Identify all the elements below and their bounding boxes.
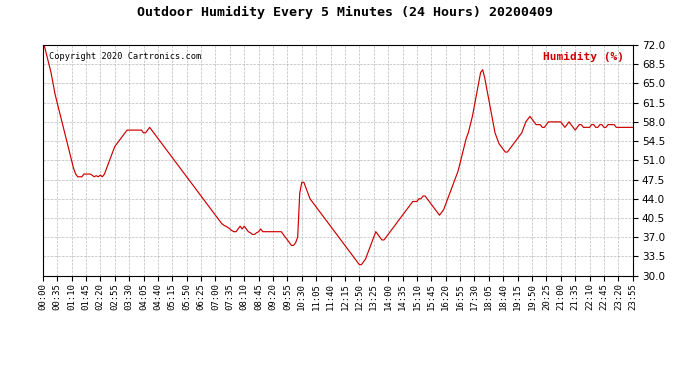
Text: Humidity (%): Humidity (%) <box>543 52 624 62</box>
Text: Copyright 2020 Cartronics.com: Copyright 2020 Cartronics.com <box>49 52 201 61</box>
Text: Outdoor Humidity Every 5 Minutes (24 Hours) 20200409: Outdoor Humidity Every 5 Minutes (24 Hou… <box>137 6 553 19</box>
